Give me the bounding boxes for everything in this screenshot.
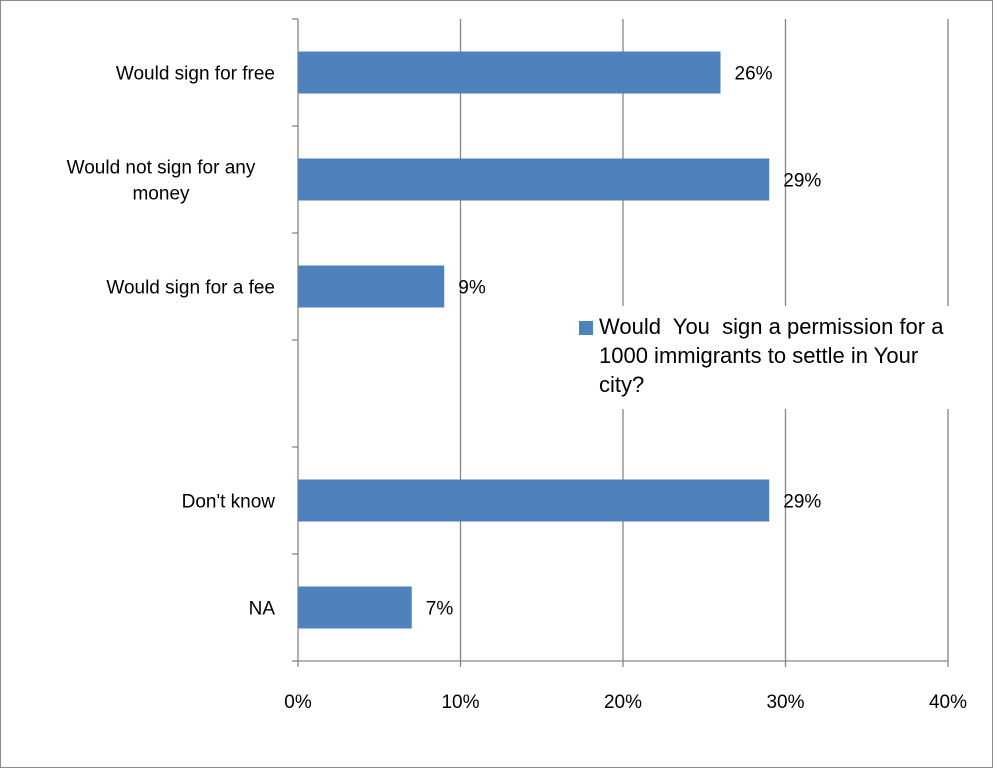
data-label: 29% — [783, 171, 821, 192]
bars — [298, 51, 770, 629]
x-tick-label: 20% — [604, 692, 642, 713]
bar — [298, 158, 770, 201]
legend-swatch — [579, 321, 593, 335]
category-label: Would sign for free — [116, 64, 275, 85]
legend: Would You sign a permission for a 1000 i… — [573, 306, 979, 409]
x-tick-label: 30% — [766, 692, 804, 713]
category-label: Don't know — [182, 492, 276, 513]
axes — [292, 18, 949, 667]
category-label: Would not sign for any money — [67, 158, 256, 205]
x-tick-label: 10% — [441, 692, 479, 713]
bar — [298, 479, 770, 522]
data-label: 29% — [783, 492, 821, 513]
x-tick-label: 40% — [929, 692, 967, 713]
data-label: 7% — [426, 599, 454, 620]
data-labels: 26% 29% 9% 29% 7% — [426, 64, 822, 620]
legend-label: Would You sign a permission for a 1000 i… — [599, 314, 950, 397]
bar — [298, 586, 412, 629]
category-label: Would sign for a fee — [106, 278, 275, 299]
bar — [298, 51, 721, 94]
data-label: 9% — [458, 278, 486, 299]
category-label: NA — [249, 599, 276, 620]
data-label: 26% — [735, 64, 773, 85]
bar — [298, 265, 445, 308]
category-labels: Would sign for free Would not sign for an… — [67, 64, 276, 620]
x-tick-label: 0% — [284, 692, 312, 713]
x-tick-labels: 0% 10% 20% 30% 40% — [284, 692, 967, 713]
